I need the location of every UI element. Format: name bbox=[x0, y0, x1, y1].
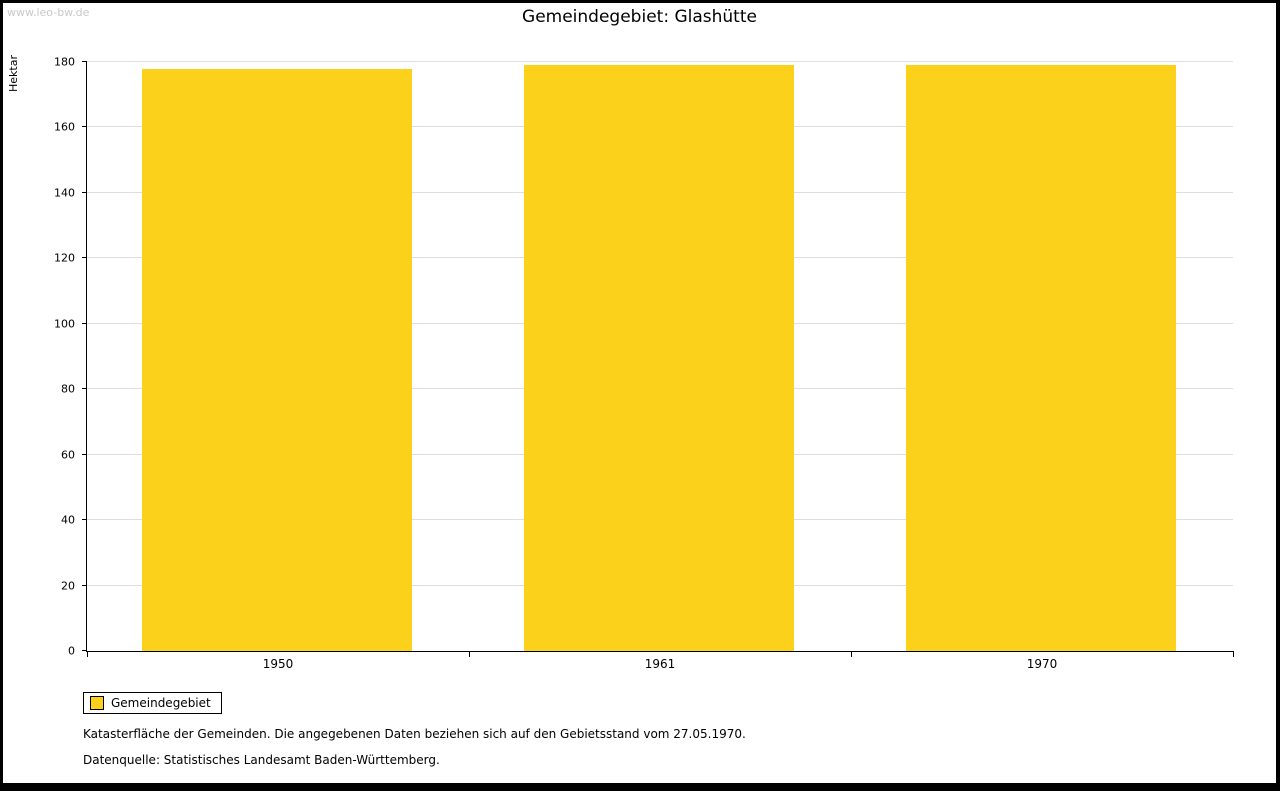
y-axis-tick bbox=[82, 584, 87, 586]
y-axis-tick-labels: 0 20 40 60 80 100 120 140 160 180 bbox=[43, 56, 81, 658]
x-axis-tick bbox=[87, 651, 88, 657]
y-axis-tick bbox=[82, 61, 87, 62]
legend: Gemeindegebiet bbox=[83, 692, 222, 714]
footnote-data-source: Datenquelle: Statistisches Landesamt Bad… bbox=[83, 753, 440, 767]
bar-1950 bbox=[142, 68, 412, 651]
y-axis-tick bbox=[82, 191, 87, 193]
y-axis-tick-label: 120 bbox=[54, 251, 75, 265]
chart-title: Gemeindegebiet: Glashütte bbox=[522, 7, 757, 27]
y-axis-tick-label: 180 bbox=[54, 55, 75, 69]
y-axis-tick-label: 140 bbox=[54, 186, 75, 200]
bar-1970 bbox=[906, 65, 1176, 651]
y-axis-tick-label: 80 bbox=[61, 382, 75, 396]
x-axis-tick bbox=[1233, 651, 1234, 657]
gridline bbox=[87, 61, 1233, 62]
y-axis-tick bbox=[82, 257, 87, 259]
y-axis-tick bbox=[82, 322, 87, 324]
x-axis-tick bbox=[851, 651, 852, 657]
bar-1961 bbox=[524, 65, 794, 651]
y-axis-tick-label: 20 bbox=[61, 579, 75, 593]
footnote-source-note: Katasterfläche der Gemeinden. Die angege… bbox=[83, 727, 746, 741]
y-axis-tick bbox=[82, 126, 87, 128]
legend-color-swatch bbox=[90, 696, 104, 710]
y-axis-title: Hektar bbox=[7, 55, 20, 92]
y-axis-tick bbox=[82, 650, 87, 651]
y-axis-tick-label: 40 bbox=[61, 513, 75, 527]
x-axis-category-label: 1961 bbox=[644, 657, 676, 671]
watermark: www.leo-bw.de bbox=[7, 6, 90, 19]
y-axis-tick bbox=[82, 519, 87, 521]
y-axis-tick bbox=[82, 388, 87, 390]
y-axis-tick-label: 100 bbox=[54, 317, 75, 331]
legend-label: Gemeindegebiet bbox=[111, 696, 211, 710]
x-axis-tick bbox=[469, 651, 470, 657]
y-axis-tick-label: 60 bbox=[61, 448, 75, 462]
y-axis-tick-label: 160 bbox=[54, 120, 75, 134]
x-axis-category-label: 1950 bbox=[262, 657, 294, 671]
x-axis-category-label: 1970 bbox=[1026, 657, 1058, 671]
y-axis-tick-label: 0 bbox=[68, 644, 75, 658]
y-axis-tick bbox=[82, 453, 87, 455]
plot-area: 1950 1961 1970 bbox=[82, 61, 1234, 671]
